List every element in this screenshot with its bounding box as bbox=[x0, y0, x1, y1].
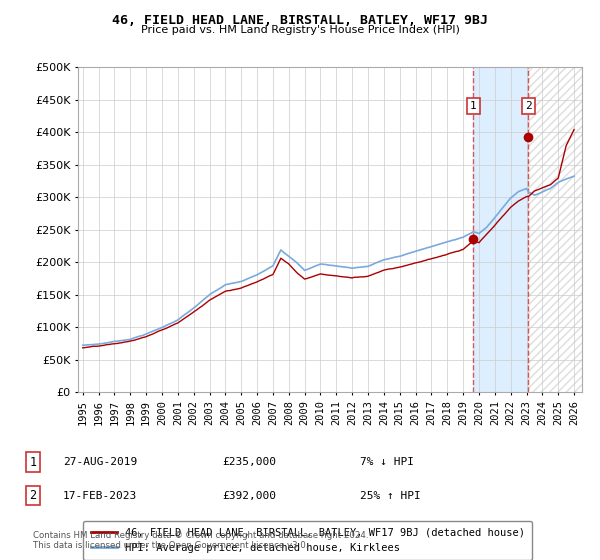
Text: Price paid vs. HM Land Registry's House Price Index (HPI): Price paid vs. HM Land Registry's House … bbox=[140, 25, 460, 35]
Text: 1: 1 bbox=[470, 101, 477, 111]
Bar bbox=[529, 67, 584, 392]
Text: 7% ↓ HPI: 7% ↓ HPI bbox=[360, 457, 414, 467]
Text: Contains HM Land Registry data © Crown copyright and database right 2024.
This d: Contains HM Land Registry data © Crown c… bbox=[33, 530, 368, 550]
Bar bbox=[473, 67, 529, 392]
Text: 17-FEB-2023: 17-FEB-2023 bbox=[63, 491, 137, 501]
Text: £235,000: £235,000 bbox=[222, 457, 276, 467]
Bar bbox=[529, 67, 584, 392]
Legend: 46, FIELD HEAD LANE, BIRSTALL, BATLEY, WF17 9BJ (detached house), HPI: Average p: 46, FIELD HEAD LANE, BIRSTALL, BATLEY, W… bbox=[83, 521, 532, 560]
Text: 25% ↑ HPI: 25% ↑ HPI bbox=[360, 491, 421, 501]
Text: 2: 2 bbox=[29, 489, 37, 502]
Text: £392,000: £392,000 bbox=[222, 491, 276, 501]
Text: 27-AUG-2019: 27-AUG-2019 bbox=[63, 457, 137, 467]
Text: 46, FIELD HEAD LANE, BIRSTALL, BATLEY, WF17 9BJ: 46, FIELD HEAD LANE, BIRSTALL, BATLEY, W… bbox=[112, 14, 488, 27]
Text: 1: 1 bbox=[29, 455, 37, 469]
Text: 2: 2 bbox=[525, 101, 532, 111]
